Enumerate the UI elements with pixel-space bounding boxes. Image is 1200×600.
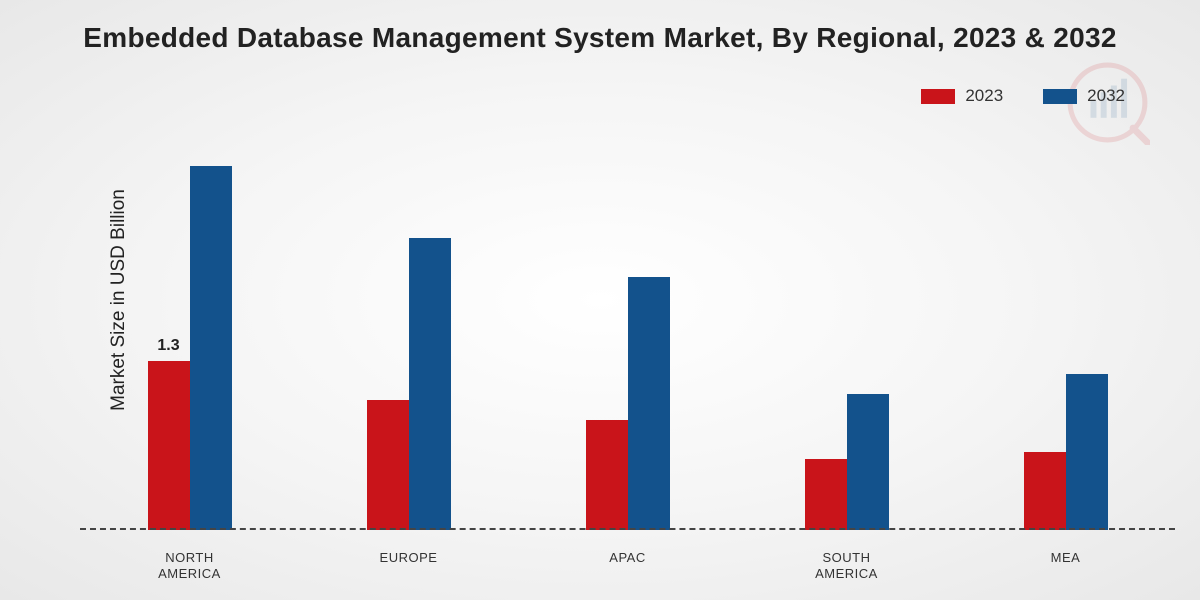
bar xyxy=(847,394,889,531)
legend-label-2023: 2023 xyxy=(965,86,1003,106)
legend-item-2032: 2032 xyxy=(1043,86,1125,106)
legend-item-2023: 2023 xyxy=(921,86,1003,106)
legend-label-2032: 2032 xyxy=(1087,86,1125,106)
plot-area: 1.3 xyxy=(80,140,1175,530)
bar-value-label: 1.3 xyxy=(157,337,179,355)
bar-group xyxy=(367,140,451,530)
chart-title: Embedded Database Management System Mark… xyxy=(0,22,1200,54)
bar-group xyxy=(805,140,889,530)
x-axis-category-label: EUROPE xyxy=(359,550,459,583)
bar xyxy=(1024,452,1066,530)
legend-swatch-2023 xyxy=(921,89,955,104)
x-axis-category-label: MEA xyxy=(1016,550,1116,583)
bar xyxy=(190,166,232,530)
bar xyxy=(367,400,409,530)
bar-group: 1.3 xyxy=(148,140,232,530)
bar xyxy=(805,459,847,531)
x-axis-labels: NORTHAMERICA EUROPE APAC SOUTHAMERICA MEA xyxy=(80,550,1175,583)
legend-swatch-2032 xyxy=(1043,89,1077,104)
x-axis-baseline xyxy=(80,528,1175,530)
bar-groups: 1.3 xyxy=(80,140,1175,530)
bar xyxy=(628,277,670,531)
bar-group xyxy=(1024,140,1108,530)
bar: 1.3 xyxy=(148,361,190,530)
x-axis-category-label: SOUTHAMERICA xyxy=(797,550,897,583)
bar-group xyxy=(586,140,670,530)
legend: 2023 2032 xyxy=(921,86,1125,106)
bar xyxy=(1066,374,1108,530)
bar xyxy=(586,420,628,531)
x-axis-category-label: NORTHAMERICA xyxy=(140,550,240,583)
x-axis-category-label: APAC xyxy=(578,550,678,583)
bar xyxy=(409,238,451,531)
